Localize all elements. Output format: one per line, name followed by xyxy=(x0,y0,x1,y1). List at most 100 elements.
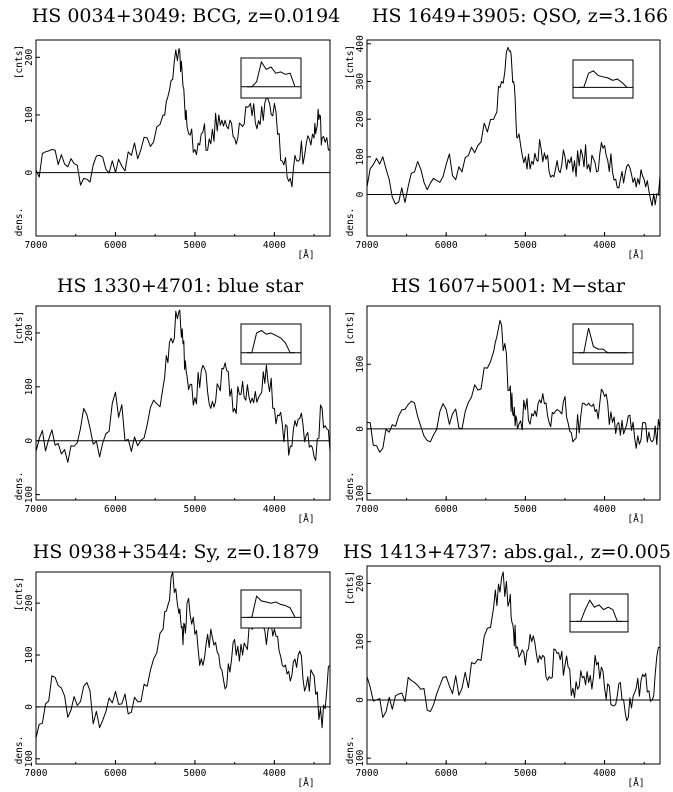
spectrum-line xyxy=(35,48,331,188)
plot-frame xyxy=(366,39,661,237)
inset-curve xyxy=(579,70,628,88)
y-lower-label: dens. xyxy=(14,472,25,501)
x-tick-label: 6000 xyxy=(435,504,458,515)
y-tick-label: 0 xyxy=(355,191,366,197)
y-lower-label: dens. xyxy=(14,208,25,237)
y-tick-label: 200 xyxy=(355,110,366,127)
spectrum-panel-2: HS 1649+3905: QSO, z=3.166 7000 6000 5000 40… xyxy=(345,5,668,261)
plot-frame xyxy=(35,571,331,765)
x-tick-label: 6000 xyxy=(104,240,127,251)
x-axis-label: [Å] xyxy=(297,513,314,525)
spectrum-panel-1: HS 0034+3049: BCG, z=0.0194 7000 6000 5000 4… xyxy=(14,5,340,261)
y-lower-label: dens. xyxy=(14,736,25,765)
y-tick-label: 100 xyxy=(355,148,366,165)
inset-box xyxy=(572,59,634,99)
y-tick-label: 100 xyxy=(24,646,35,663)
y-axis-label: [cnts] xyxy=(345,571,356,605)
plot-frame xyxy=(35,305,331,501)
spectrum-line xyxy=(366,319,661,453)
x-tick-label: 4000 xyxy=(593,768,616,779)
y-tick-label: 200 xyxy=(24,594,35,611)
x-tick-label: 6000 xyxy=(104,504,127,515)
y-axis-label: [cnts] xyxy=(345,45,356,79)
y-tick-label: 100 xyxy=(24,378,35,395)
plot-frame xyxy=(35,39,331,237)
y-tick-label: 200 xyxy=(24,48,35,65)
inset-curve xyxy=(579,327,627,354)
spectrum-panel-6: HS 1413+4737: abs.gal., z=0.005 7000 6000 5… xyxy=(343,541,671,789)
y-tick-label: 100 xyxy=(355,485,366,502)
y-tick-label: 0 xyxy=(355,426,366,432)
x-tick-label: 6000 xyxy=(104,768,127,779)
y-tick-label: 0 xyxy=(355,697,366,703)
x-tick-label: 5000 xyxy=(514,504,537,515)
panel-title: HS 1649+3905: QSO, z=3.166 xyxy=(372,5,668,27)
x-axis-label: [Å] xyxy=(627,777,644,789)
x-tick-label: 4000 xyxy=(263,768,286,779)
spectrum-line xyxy=(366,571,661,722)
panel-title: HS 1607+5001: M−star xyxy=(391,275,626,297)
spectrum-line xyxy=(366,46,661,207)
y-tick-label: 0 xyxy=(24,169,35,175)
y-tick-label: 0 xyxy=(24,438,35,444)
y-lower-label: dens. xyxy=(345,736,356,765)
x-tick-label: 7000 xyxy=(356,504,379,515)
spectrum-panel-5: HS 0938+3544: Sy, z=0.1879 7000 6000 5000 40… xyxy=(14,541,331,789)
inset-curve xyxy=(247,329,295,354)
y-tick-label: 300 xyxy=(355,73,366,90)
x-axis-label: [Å] xyxy=(627,249,644,261)
y-tick-label: 400 xyxy=(355,35,366,52)
inset-curve xyxy=(576,599,622,622)
x-tick-label: 7000 xyxy=(356,768,379,779)
y-lower-label: dens. xyxy=(345,208,356,237)
x-tick-label: 5000 xyxy=(183,240,206,251)
x-tick-label: 4000 xyxy=(263,240,286,251)
y-tick-label: 100 xyxy=(24,486,35,503)
panel-title: HS 0034+3049: BCG, z=0.0194 xyxy=(32,5,341,27)
y-tick-label: 100 xyxy=(24,106,35,123)
x-tick-label: 7000 xyxy=(356,240,379,251)
inset-curve xyxy=(247,60,296,88)
inset-box xyxy=(240,57,302,99)
inset-thumbnail xyxy=(240,589,302,629)
x-tick-label: 6000 xyxy=(435,240,458,251)
y-axis-label: [cnts] xyxy=(14,45,25,79)
spectrum-line xyxy=(35,571,331,739)
x-tick-label: 7000 xyxy=(25,768,48,779)
x-axis-label: [Å] xyxy=(627,513,644,525)
y-tick-label: 100 xyxy=(355,355,366,372)
inset-box xyxy=(572,323,634,365)
x-tick-label: 4000 xyxy=(263,504,286,515)
y-lower-label: dens. xyxy=(345,472,356,501)
panel-title: HS 0938+3544: Sy, z=0.1879 xyxy=(33,541,319,563)
y-axis-label: [cnts] xyxy=(14,311,25,345)
inset-box xyxy=(240,589,302,629)
spectrum-line xyxy=(35,309,331,463)
y-axis-label: [cnts] xyxy=(345,311,356,345)
x-tick-label: 5000 xyxy=(183,768,206,779)
inset-thumbnail xyxy=(572,59,634,99)
x-tick-label: 7000 xyxy=(25,240,48,251)
inset-thumbnail xyxy=(569,593,629,633)
inset-thumbnail xyxy=(240,57,302,99)
plot-frame xyxy=(366,565,661,765)
plot-frame xyxy=(366,305,661,501)
spectrum-panel-4: HS 1607+5001: M−star 7000 6000 5000 4000 [Å] 1… xyxy=(345,275,661,525)
x-tick-label: 5000 xyxy=(514,768,537,779)
panel-title: HS 1413+4737: abs.gal., z=0.005 xyxy=(343,541,671,563)
inset-curve xyxy=(247,595,296,618)
spectrum-panel-3: HS 1330+4701: blue star 7000 6000 5000 4000 [… xyxy=(14,275,331,525)
panel-title: HS 1330+4701: blue star xyxy=(57,275,304,297)
x-axis-label: [Å] xyxy=(297,249,314,261)
x-tick-label: 7000 xyxy=(25,504,48,515)
y-tick-label: 0 xyxy=(24,704,35,710)
y-tick-label: 100 xyxy=(355,749,366,766)
x-tick-label: 6000 xyxy=(435,768,458,779)
y-tick-label: 200 xyxy=(24,324,35,341)
x-tick-label: 4000 xyxy=(593,240,616,251)
inset-box xyxy=(240,323,302,365)
y-tick-label: 100 xyxy=(355,633,366,650)
x-tick-label: 4000 xyxy=(593,504,616,515)
x-tick-label: 5000 xyxy=(183,504,206,515)
